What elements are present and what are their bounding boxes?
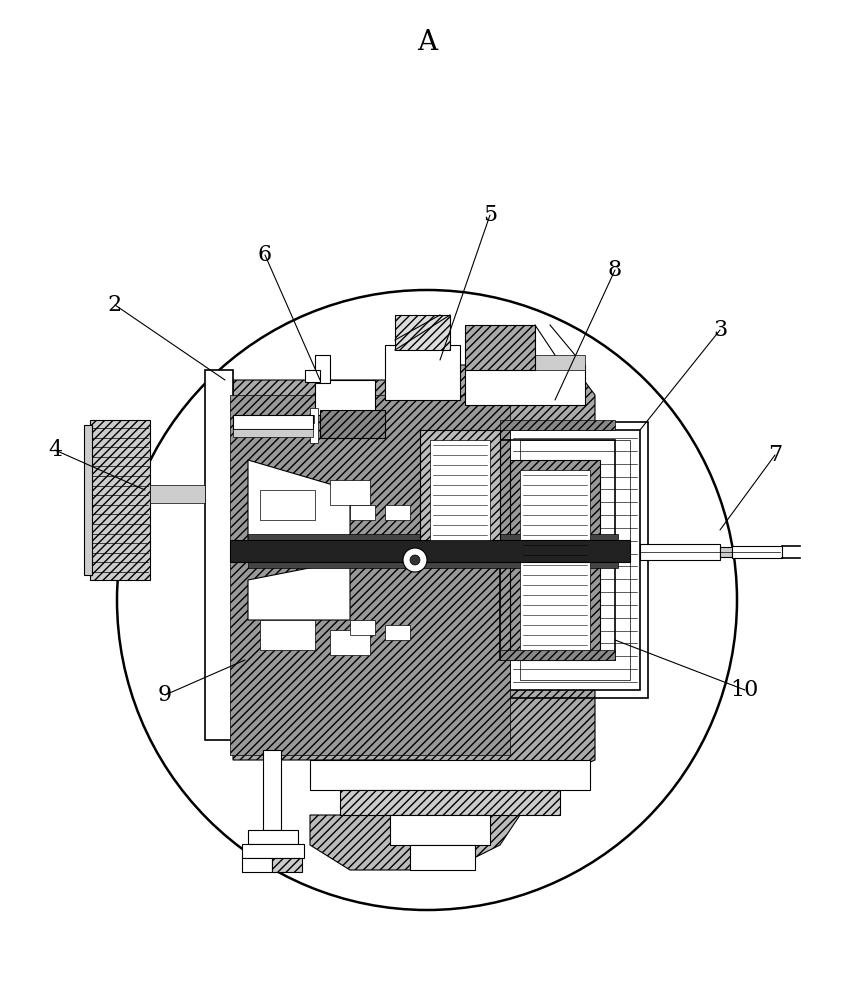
Bar: [315, 380, 374, 415]
Bar: [339, 790, 560, 815]
Bar: [84, 425, 92, 575]
Bar: [519, 440, 630, 680]
Text: 7: 7: [767, 444, 781, 466]
Bar: [205, 370, 233, 740]
Bar: [241, 858, 272, 872]
Bar: [302, 415, 314, 423]
Bar: [233, 429, 313, 437]
Text: 9: 9: [158, 684, 171, 706]
Text: 8: 8: [607, 259, 621, 281]
Bar: [315, 355, 329, 383]
Bar: [390, 815, 490, 845]
Bar: [499, 650, 614, 660]
Polygon shape: [233, 365, 595, 775]
Bar: [519, 470, 589, 650]
Bar: [329, 480, 369, 505]
Bar: [464, 365, 584, 405]
Bar: [385, 505, 409, 520]
Bar: [639, 544, 719, 560]
Circle shape: [117, 290, 736, 910]
Bar: [430, 440, 490, 540]
Text: 6: 6: [258, 244, 272, 266]
Bar: [259, 620, 315, 650]
Bar: [310, 408, 317, 443]
Bar: [502, 422, 647, 698]
Bar: [150, 485, 205, 503]
Text: 4: 4: [48, 439, 62, 461]
Bar: [499, 440, 614, 660]
Bar: [509, 460, 600, 660]
Text: 10: 10: [730, 679, 758, 701]
Bar: [320, 410, 385, 438]
Bar: [731, 546, 781, 558]
Bar: [259, 490, 315, 520]
Bar: [350, 505, 374, 520]
Bar: [263, 750, 281, 830]
Bar: [464, 325, 534, 370]
Text: 2: 2: [107, 294, 122, 316]
Polygon shape: [229, 395, 509, 755]
Bar: [329, 630, 369, 655]
Bar: [464, 355, 584, 370]
Polygon shape: [247, 460, 350, 540]
Bar: [350, 620, 374, 635]
Bar: [719, 547, 731, 557]
Bar: [247, 830, 298, 844]
Bar: [499, 420, 614, 430]
Bar: [385, 345, 460, 400]
Circle shape: [409, 555, 420, 565]
Polygon shape: [247, 560, 350, 620]
Bar: [305, 370, 320, 382]
Bar: [509, 430, 639, 690]
Bar: [385, 625, 409, 640]
Bar: [310, 760, 589, 790]
Bar: [229, 540, 630, 562]
Polygon shape: [310, 815, 519, 870]
Bar: [247, 534, 618, 568]
Bar: [272, 858, 302, 872]
Text: A: A: [416, 29, 437, 56]
Bar: [241, 844, 304, 858]
Bar: [409, 845, 474, 870]
Circle shape: [403, 548, 426, 572]
Bar: [395, 315, 450, 350]
Bar: [233, 415, 313, 429]
Bar: [90, 420, 150, 580]
Text: 5: 5: [483, 204, 496, 226]
Bar: [420, 430, 499, 550]
Text: 3: 3: [712, 319, 726, 341]
